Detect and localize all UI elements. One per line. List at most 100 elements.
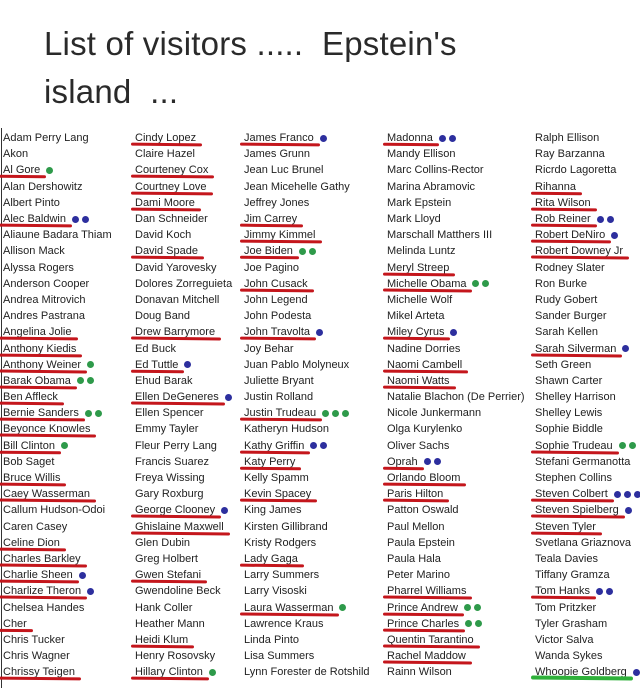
- visitor-name: King James: [244, 502, 301, 518]
- list-item: Fleur Perry Lang: [135, 438, 232, 454]
- list-item: Prince Andrew: [382, 599, 525, 616]
- visitor-name: Jimmy Kimmel: [239, 227, 322, 244]
- visitor-name-text: Marc Collins-Rector: [387, 164, 484, 177]
- visitor-name: Justin Rolland: [244, 389, 313, 405]
- visitor-name-text: Laura Wasserman: [244, 601, 334, 614]
- list-item: Chrissy Teigen: [0, 664, 112, 681]
- visitor-name: Wanda Sykes: [535, 648, 602, 664]
- green-dot-icon: [46, 166, 54, 174]
- visitor-name: Ghislaine Maxwell: [130, 519, 230, 536]
- list-item: Peter Marino: [387, 567, 525, 583]
- visitor-name: Akon: [3, 146, 28, 162]
- visitor-name: David Spade: [130, 243, 205, 260]
- visitor-name-text: Natalie Blachon (De Perrier): [387, 391, 525, 404]
- visitor-name: Shawn Carter: [535, 373, 602, 389]
- visitor-name: Michelle Obama: [382, 276, 473, 293]
- visitor-name: Natalie Blachon (De Perrier): [387, 389, 525, 405]
- list-item: Andrea Mitrovich: [3, 292, 112, 308]
- visitor-name: Orlando Bloom: [382, 470, 467, 487]
- list-item: Pharrel Williams: [382, 583, 525, 600]
- visitor-name-text: Joe Biden: [244, 245, 293, 258]
- visitor-name: Steven Spielberg: [530, 502, 625, 519]
- green-dot-icon: [472, 280, 480, 288]
- visitor-name-text: Whoopie Goldberg: [535, 666, 627, 679]
- list-item: Olga Kurylenko: [387, 421, 525, 437]
- visitor-name: Laura Wasserman: [239, 600, 340, 617]
- list-item: Shelley Lewis: [535, 405, 640, 421]
- visitor-name: Robert DeNiro: [530, 227, 612, 244]
- list-item: Larry Summers: [244, 567, 370, 583]
- visitor-name-text: James Grunn: [244, 148, 311, 161]
- visitor-name: Naomi Cambell: [382, 357, 469, 374]
- list-item: Melinda Luntz: [387, 243, 525, 259]
- blue-dot-icon: [433, 458, 441, 466]
- visitor-name: Callum Hudson-Odoi: [3, 502, 105, 518]
- visitor-name: Al Gore: [0, 162, 47, 179]
- visitor-name: Juan Pablo Molyneux: [244, 357, 349, 373]
- list-item: Donavan Mitchell: [135, 292, 232, 308]
- visitor-name: Prince Charles: [382, 616, 466, 633]
- visitor-name: Whoopie Goldberg: [530, 664, 633, 681]
- blue-dot-icon: [596, 587, 604, 595]
- list-item: Chris Tucker: [3, 632, 112, 648]
- list-item: Kathy Griffin: [239, 438, 370, 455]
- green-dot-icon: [332, 409, 340, 417]
- visitor-column: Adam Perry Lang Akon Al Gore Alan Dershowit…: [0, 130, 112, 681]
- list-item: Shelley Harrison: [535, 389, 640, 405]
- visitor-name: Albert Pinto: [3, 195, 60, 211]
- visitor-name-text: Juan Pablo Molyneux: [244, 358, 350, 371]
- list-item: Albert Pinto: [3, 195, 112, 211]
- list-item: Anderson Cooper: [3, 276, 112, 292]
- list-item: Ralph Ellison: [535, 130, 640, 146]
- visitor-name: Francis Suarez: [135, 454, 209, 470]
- visitor-name-text: Ehud Barak: [135, 374, 193, 387]
- dot-marks: [74, 377, 94, 385]
- visitor-name-text: Emmy Tayler: [135, 423, 199, 436]
- green-dot-icon: [342, 409, 350, 417]
- visitor-name-text: Hank Coller: [135, 601, 193, 614]
- visitor-name-text: Lady Gaga: [244, 552, 298, 565]
- visitor-name-text: David Koch: [135, 229, 192, 242]
- blue-dot-icon: [596, 215, 604, 223]
- visitor-name-text: Ricrdo Lagoretta: [535, 164, 617, 177]
- dot-marks: [608, 231, 619, 239]
- visitor-name-text: Caren Casey: [3, 520, 68, 533]
- visitor-name: James Grunn: [244, 146, 310, 162]
- list-item: Ed Tuttle: [130, 357, 232, 373]
- visitor-name-text: Bruce Willis: [3, 472, 61, 485]
- visitor-name-text: Gwen Stefani: [135, 569, 202, 582]
- list-item: Victor Salva: [535, 632, 640, 648]
- visitor-name-text: Justin Trudeau: [244, 407, 317, 420]
- visitor-name-text: Hillary Clinton: [135, 666, 203, 679]
- list-item: Mikel Arteta: [387, 308, 525, 324]
- visitor-name-text: Beyonce Knowles: [3, 423, 91, 436]
- list-item: Kelly Spamm: [244, 470, 370, 486]
- visitor-name: Caey Wasserman: [0, 486, 97, 503]
- list-item: Michelle Obama: [382, 276, 525, 293]
- visitor-name: Steven Tyler: [530, 519, 602, 535]
- green-dot-icon: [208, 668, 216, 676]
- blue-dot-icon: [606, 215, 614, 223]
- visitor-name: Rainn Wilson: [387, 664, 452, 680]
- underline-mark: [130, 676, 209, 681]
- visitor-name: Nadine Dorries: [387, 341, 460, 357]
- visitor-name: John Travolta: [239, 324, 317, 341]
- blue-dot-icon: [423, 458, 431, 466]
- visitor-name-text: Mikel Arteta: [387, 310, 445, 323]
- visitor-name: Linda Pinto: [244, 632, 299, 648]
- visitor-name: Tom Hanks: [530, 583, 597, 600]
- visitor-name: Bill Clinton: [0, 438, 61, 454]
- visitor-name-text: Aliaune Badara Thiam: [3, 229, 112, 242]
- list-item: Marina Abramovic: [387, 179, 525, 195]
- visitor-name: Angelina Jolie: [0, 324, 78, 341]
- list-item: Shawn Carter: [535, 373, 640, 389]
- dot-marks: [84, 361, 95, 369]
- visitor-name: George Clooney: [130, 502, 222, 519]
- visitor-name: Chelsea Handes: [3, 600, 84, 616]
- blue-dot-icon: [319, 134, 327, 142]
- list-item: Jeffrey Jones: [244, 195, 370, 211]
- list-item: Heidi Klum: [130, 632, 232, 649]
- underline-mark: [530, 675, 633, 681]
- visitor-name: Mark Epstein: [387, 195, 451, 211]
- visitor-name-text: Seth Green: [535, 358, 592, 371]
